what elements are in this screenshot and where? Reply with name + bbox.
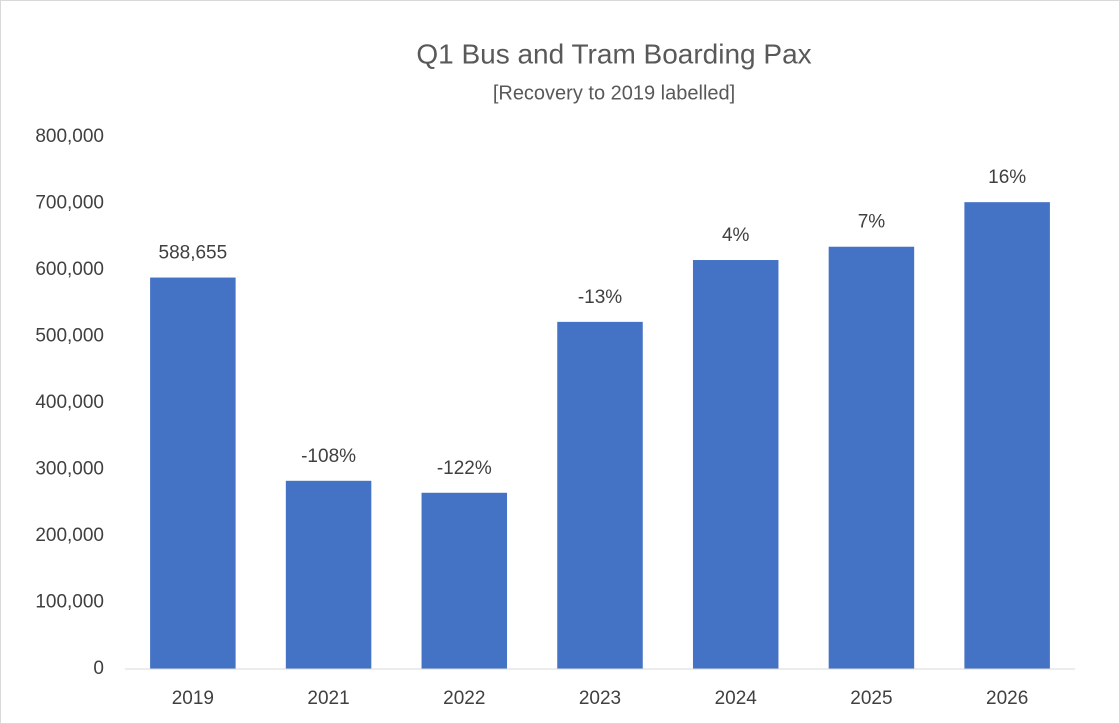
bar [692, 260, 779, 669]
y-tick-label: 200,000 [35, 525, 104, 546]
bar [150, 277, 236, 669]
data-label: -122% [437, 458, 492, 479]
x-tick-label: 2023 [579, 688, 621, 709]
data-label: 16% [988, 167, 1026, 188]
y-tick-label: 700,000 [35, 193, 104, 214]
y-tick-label: 100,000 [35, 592, 104, 613]
x-tick-label: 2019 [172, 688, 214, 709]
x-tick-label: 2026 [986, 688, 1028, 709]
bar [421, 492, 508, 669]
y-tick-label: 400,000 [35, 392, 104, 413]
x-tick-label: 2024 [715, 688, 758, 709]
x-tick-label: 2021 [307, 688, 349, 709]
data-label: 588,655 [159, 243, 228, 264]
bar [557, 321, 643, 669]
data-label: 4% [722, 225, 750, 246]
data-label: -13% [578, 287, 622, 308]
y-tick-label: 800,000 [35, 126, 104, 147]
y-tick-label: 0 [93, 658, 104, 679]
bar [964, 202, 1050, 670]
bar [828, 246, 915, 669]
x-tick-label: 2025 [850, 688, 892, 709]
x-tick-label: 2022 [443, 688, 485, 709]
chart-title: Q1 Bus and Tram Boarding Pax [416, 38, 811, 69]
y-tick-label: 300,000 [35, 459, 104, 480]
y-tick-label: 600,000 [35, 259, 104, 280]
data-label: -108% [301, 446, 356, 467]
y-tick-label: 500,000 [35, 326, 104, 347]
chart-subtitle: [Recovery to 2019 labelled] [493, 82, 735, 104]
bar [285, 480, 372, 669]
data-label: 7% [858, 212, 886, 233]
